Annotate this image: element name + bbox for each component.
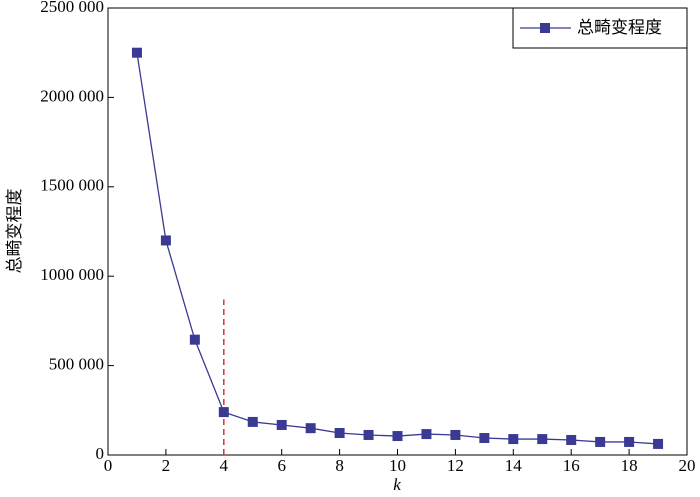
y-axis-label: 总畸变程度: [5, 189, 24, 274]
x-tick-label: 18: [621, 456, 638, 475]
series-line: [136, 52, 659, 445]
x-tick-label: 4: [220, 456, 229, 475]
data-point: [595, 436, 606, 447]
data-point: [537, 434, 548, 445]
data-point: [624, 436, 635, 447]
y-tick-label: 1500 000: [40, 176, 104, 195]
data-point: [479, 433, 490, 444]
y-tick-label: 500 000: [49, 355, 104, 374]
x-tick-label: 2: [162, 456, 171, 475]
y-tick-label: 2500 000: [40, 0, 104, 16]
data-point: [189, 334, 200, 345]
y-tick-label: 0: [96, 444, 105, 463]
x-tick-label: 12: [447, 456, 464, 475]
data-point: [131, 47, 142, 58]
legend-label: 总畸变程度: [577, 18, 662, 37]
data-point: [363, 429, 374, 440]
data-point: [653, 438, 664, 449]
x-tick-label: 10: [389, 456, 406, 475]
data-point: [566, 434, 577, 445]
data-point: [421, 429, 432, 440]
x-tick-label: 0: [104, 456, 113, 475]
data-point: [305, 423, 316, 434]
data-point: [392, 431, 403, 442]
data-point: [450, 429, 461, 440]
data-point: [247, 416, 258, 427]
y-tick-label: 2000 000: [40, 86, 104, 105]
data-point: [218, 407, 229, 418]
x-tick-label: 14: [505, 456, 523, 475]
x-tick-label: 8: [335, 456, 344, 475]
y-tick-label: 1000 000: [40, 265, 104, 284]
data-point: [508, 434, 519, 445]
plot-frame: [107, 7, 688, 456]
x-tick-label: 20: [679, 456, 696, 475]
x-tick-label: 6: [277, 456, 286, 475]
x-tick-label: 16: [563, 456, 580, 475]
data-point: [160, 235, 171, 246]
data-point: [276, 419, 287, 430]
legend-marker: [540, 23, 550, 33]
x-axis-label: k: [393, 475, 401, 494]
data-point: [334, 428, 345, 439]
